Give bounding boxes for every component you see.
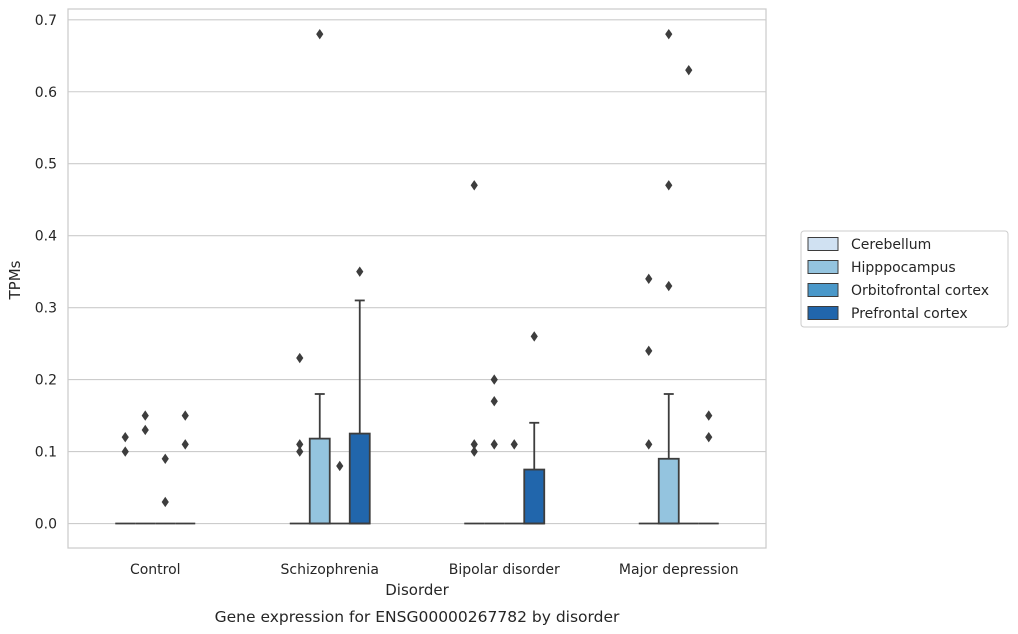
- box-body: [348, 432, 371, 525]
- x-tick-label: Schizophrenia: [281, 562, 379, 578]
- outlier-point: [121, 431, 129, 443]
- box-orbitofrontal-cortex: [504, 439, 525, 525]
- legend-swatch: [807, 283, 839, 297]
- outlier-point: [316, 28, 324, 40]
- outlier-point: [161, 496, 169, 508]
- box-cerebellum: [638, 273, 659, 525]
- box-hipppocampus: [135, 410, 156, 525]
- grid-lines: [68, 19, 766, 525]
- y-axis-ticks: 0.0 0.1 0.2 0.3 0.4 0.5 0.6 0.7: [35, 13, 57, 533]
- outlier-point: [296, 352, 304, 364]
- y-tick-label: 0.3: [35, 301, 57, 317]
- chart-caption: Gene expression for ENSG00000267782 by d…: [215, 608, 620, 626]
- outlier-point: [645, 345, 653, 357]
- outlier-point: [336, 460, 344, 472]
- outlier-point: [296, 446, 304, 457]
- outlier-point: [470, 180, 478, 191]
- x-tick-label: Major depression: [619, 562, 739, 578]
- box-orbitofrontal-cortex: [678, 64, 699, 525]
- outlier-point: [121, 446, 129, 457]
- outlier-point: [470, 439, 478, 450]
- y-tick-label: 0.7: [35, 13, 57, 29]
- box-body: [308, 437, 331, 525]
- legend-label: Prefrontal cortex: [851, 306, 968, 322]
- legend-label: Cerebellum: [851, 237, 931, 253]
- outlier-point: [645, 273, 653, 285]
- outlier-point: [705, 410, 713, 421]
- legend-label: Hipppocampus: [851, 260, 956, 276]
- box-orbitofrontal-cortex: [155, 453, 176, 525]
- box-cerebellum: [464, 180, 485, 525]
- box-prefrontal-cortex: [175, 410, 196, 525]
- box-cerebellum: [115, 431, 136, 525]
- x-tick-label: Control: [130, 562, 181, 578]
- plot-frame: [67, 8, 767, 549]
- legend-items: Cerebellum Hipppocampus Orbitofrontal cort…: [807, 237, 989, 322]
- outlier-point: [685, 64, 693, 76]
- outlier-point: [470, 446, 478, 457]
- outlier-point: [161, 453, 169, 464]
- y-axis-title: TPMs: [6, 260, 24, 300]
- outlier-point: [705, 431, 713, 443]
- box-orbitofrontal-cortex: [329, 460, 350, 525]
- legend-swatch: [807, 237, 839, 251]
- outlier-point: [665, 280, 673, 292]
- y-tick-label: 0.2: [35, 373, 57, 389]
- y-tick-label: 0.6: [35, 85, 57, 101]
- box-prefrontal-cortex: [348, 266, 371, 525]
- box-body: [523, 468, 546, 525]
- outlier-point: [530, 331, 538, 342]
- outlier-point: [490, 374, 498, 385]
- box-body: [657, 457, 680, 525]
- box-hipppocampus: [484, 374, 505, 525]
- outlier-point: [645, 439, 653, 450]
- x-axis-ticks: Control Schizophrenia Bipolar disorder Majo…: [130, 562, 739, 578]
- outlier-point: [296, 439, 304, 450]
- legend-swatch: [807, 306, 839, 320]
- outlier-point: [141, 424, 149, 436]
- outlier-point: [510, 439, 518, 450]
- outlier-point: [490, 395, 498, 407]
- outlier-point: [181, 439, 189, 450]
- legend-frame: [800, 230, 1009, 328]
- outlier-point: [181, 410, 189, 421]
- y-tick-label: 0.4: [35, 229, 57, 245]
- x-tick-label: Bipolar disorder: [449, 562, 560, 578]
- box-prefrontal-cortex: [523, 331, 546, 525]
- legend: Cerebellum Hipppocampus Orbitofrontal cort…: [800, 230, 1009, 328]
- outlier-point: [356, 266, 364, 277]
- legend-label: Orbitofrontal cortex: [851, 283, 989, 299]
- outlier-point: [141, 410, 149, 421]
- legend-swatch: [807, 260, 839, 274]
- x-axis-title: Disorder: [385, 581, 449, 599]
- box-cerebellum: [289, 352, 310, 525]
- box-prefrontal-cortex: [698, 410, 719, 525]
- y-tick-label: 0.5: [35, 157, 57, 173]
- y-tick-label: 0.0: [35, 517, 57, 533]
- outlier-point: [665, 28, 673, 40]
- outlier-point: [490, 439, 498, 450]
- box-hipppocampus: [308, 28, 331, 525]
- box-hipppocampus: [657, 28, 680, 525]
- plot-area: [115, 28, 719, 525]
- outlier-point: [665, 180, 673, 191]
- y-tick-label: 0.1: [35, 445, 57, 461]
